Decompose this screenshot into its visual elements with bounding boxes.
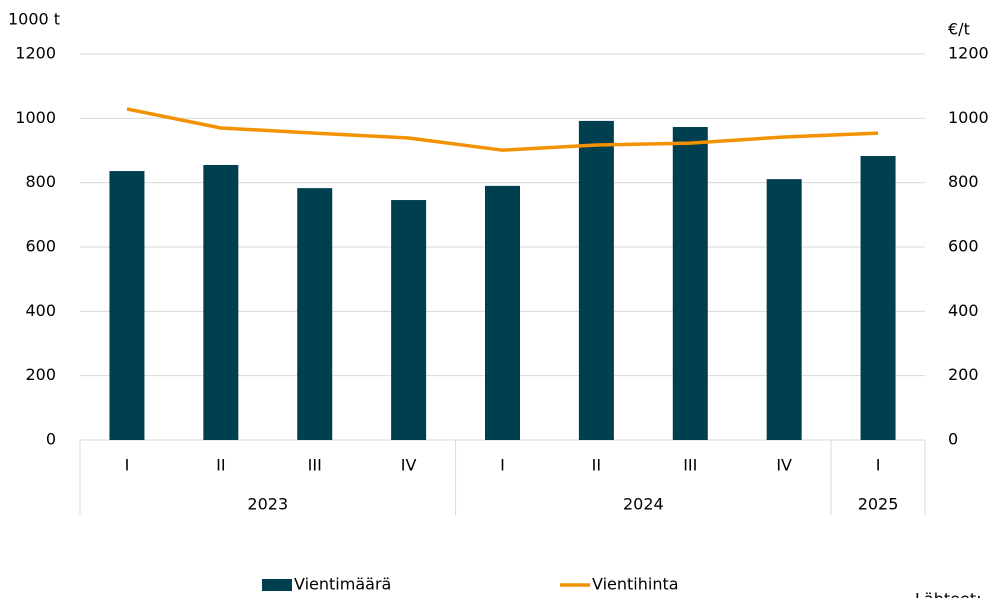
bar [578, 120, 614, 440]
y2-tick-label: 600 [948, 237, 979, 256]
x-tick-label: IV [401, 456, 417, 475]
y-tick-label: 400 [25, 301, 56, 320]
bar [203, 164, 239, 440]
y-tick-label: 1200 [15, 44, 56, 63]
bar [109, 171, 145, 440]
legend-label: Vientihinta [592, 575, 679, 594]
legend-swatch [262, 579, 292, 591]
x-group-label: 2023 [247, 495, 288, 514]
y-tick-label: 0 [46, 430, 56, 449]
y2-tick-label: 200 [948, 365, 979, 384]
source: Lähteet: [915, 590, 981, 598]
bar [860, 155, 896, 441]
y-axis-label: 1000 t [8, 10, 60, 29]
bar [672, 127, 708, 440]
legend-label: Vientimäärä [294, 575, 391, 594]
y-tick-label: 200 [25, 365, 56, 384]
y2-axis-label: €/t [948, 20, 970, 39]
x-tick-label: II [592, 456, 601, 475]
y2-tick-label: 0 [948, 430, 958, 449]
x-tick-label: III [683, 456, 697, 475]
bar [766, 179, 802, 440]
y-tick-label: 1000 [15, 108, 56, 127]
x-tick-label: I [876, 456, 881, 475]
x-tick-label: IV [776, 456, 792, 475]
x-tick-label: I [125, 456, 130, 475]
x-tick-label: II [216, 456, 225, 475]
bar [391, 200, 427, 440]
x-group-label: 2025 [858, 495, 899, 514]
y-tick-label: 600 [25, 237, 56, 256]
y2-tick-label: 1200 [948, 44, 989, 63]
x-tick-label: III [308, 456, 322, 475]
line [126, 107, 879, 152]
x-tick-label: I [500, 456, 505, 475]
x-group-label: 2024 [623, 495, 664, 514]
y2-tick-label: 400 [948, 301, 979, 320]
y2-tick-label: 800 [948, 172, 979, 191]
y2-tick-label: 1000 [948, 108, 989, 127]
bar [297, 188, 333, 440]
y-tick-label: 800 [25, 172, 56, 191]
bar [485, 185, 520, 440]
